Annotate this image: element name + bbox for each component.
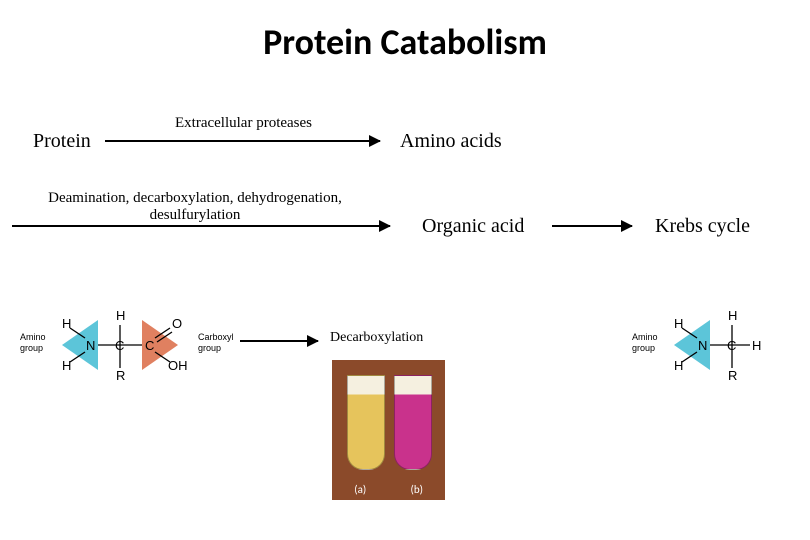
svg-text:group: group	[632, 343, 655, 353]
svg-text:R: R	[728, 368, 737, 383]
svg-text:H: H	[62, 358, 71, 373]
svg-text:Amino: Amino	[632, 332, 658, 342]
svg-text:N: N	[86, 338, 95, 353]
test-tube-b	[394, 375, 432, 470]
svg-text:R: R	[116, 368, 125, 383]
test-tubes-photo: (a) (b)	[332, 360, 445, 500]
svg-text:O: O	[172, 316, 182, 331]
node-amino-acids: Amino acids	[400, 130, 502, 153]
arrow-protein-to-amino	[105, 140, 380, 142]
svg-text:H: H	[674, 316, 683, 331]
tube-b-caption: (b)	[389, 483, 446, 496]
amine-structure-diagram: N C H R H H H Amino group	[632, 300, 787, 390]
svg-text:N: N	[698, 338, 707, 353]
svg-text:H: H	[728, 308, 737, 323]
svg-text:H: H	[62, 316, 71, 331]
node-protein: Protein	[33, 130, 91, 153]
arrow-to-organic	[12, 225, 390, 227]
svg-text:H: H	[674, 358, 683, 373]
svg-text:Amino: Amino	[20, 332, 46, 342]
node-organic-acid: Organic acid	[422, 215, 524, 238]
edge-label-decarboxylation: Decarboxylation	[330, 330, 423, 346]
svg-text:group: group	[20, 343, 43, 353]
edge-label-deamination: Deamination, decarboxylation, dehydrogen…	[20, 190, 370, 224]
edge-label-extracellular: Extracellular proteases	[175, 115, 312, 132]
svg-text:OH: OH	[168, 358, 188, 373]
svg-text:Carboxyl: Carboxyl	[198, 332, 234, 342]
test-tube-a	[347, 375, 385, 470]
svg-text:group: group	[198, 343, 221, 353]
node-krebs: Krebs cycle	[655, 215, 750, 238]
svg-text:H: H	[116, 308, 125, 323]
tube-a-caption: (a)	[332, 483, 389, 496]
arrow-to-krebs	[552, 225, 632, 227]
svg-text:C: C	[727, 338, 736, 353]
amino-acid-structure-diagram: N C C H R H H O OH Amino group Carboxyl …	[20, 300, 240, 390]
svg-text:H: H	[752, 338, 761, 353]
page-title: Protein Catabolism	[0, 20, 810, 64]
arrow-decarboxylation	[240, 340, 318, 342]
svg-text:C: C	[145, 338, 154, 353]
svg-text:C: C	[115, 338, 124, 353]
